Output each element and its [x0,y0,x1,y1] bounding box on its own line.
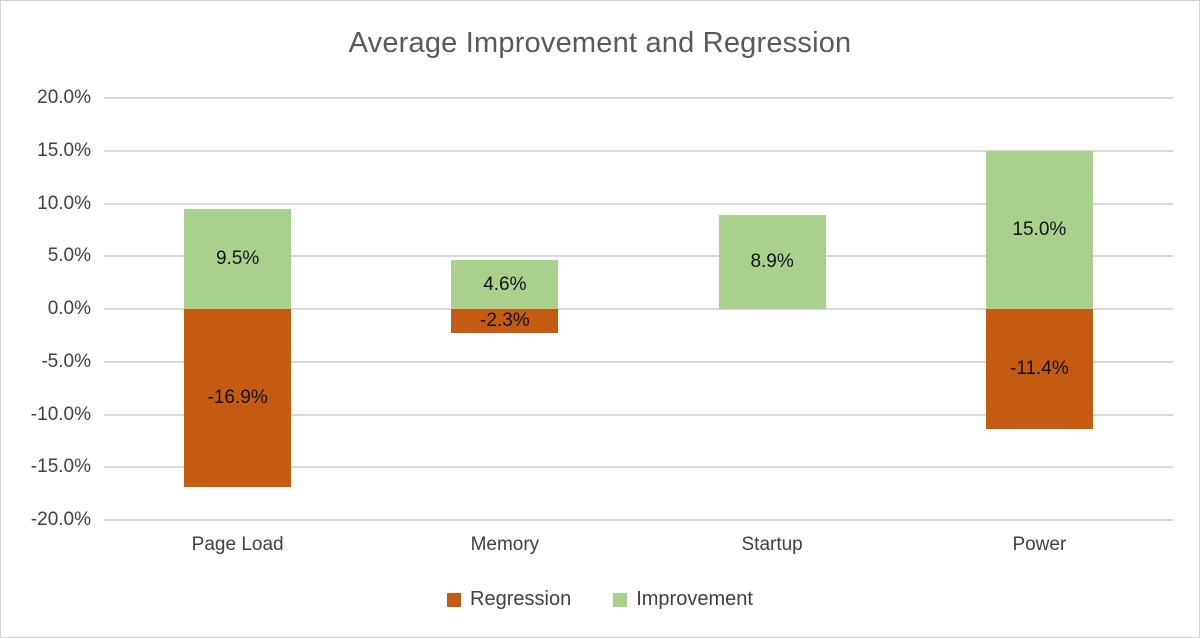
gridline [104,97,1173,99]
category-label-memory: Memory [470,534,540,555]
gridline [104,255,1173,258]
gridline [104,413,1173,416]
y-tick-label: -10.0% [30,403,91,425]
legend-item-improvement: Improvement [613,588,753,611]
bar-regression-page-load: -16.9% [184,309,292,488]
chart-title: Average Improvement and Regression [348,27,852,59]
legend-swatch-icon [613,592,628,607]
legend-label: Regression [470,588,572,610]
category-label-startup: Startup [741,534,803,555]
data-label: -2.3% [480,310,530,332]
gridline [104,202,1173,205]
y-tick-label: 15.0% [37,139,91,161]
bar-improvement-startup: 8.9% [718,215,826,309]
bar-improvement-memory: 4.6% [451,260,559,309]
plot-area: -16.9% 9.5% -2.3% 4.6% 8.9% -11.4% 15.0% [104,97,1173,521]
category-label-power: Power [1012,534,1067,555]
bar-regression-memory: -2.3% [451,309,559,334]
y-tick-label: -5.0% [41,350,91,372]
y-tick-label: 10.0% [37,192,91,214]
gridline [104,519,1173,521]
y-tick-label: -15.0% [30,456,91,478]
gridline [104,149,1173,152]
bar-improvement-power: 15.0% [985,150,1093,309]
gridline [104,308,1173,310]
bar-improvement-page-load: 9.5% [184,208,292,309]
gridline [104,466,1173,469]
legend: Regression Improvement [1,588,1199,611]
legend-item-regression: Regression [447,588,571,611]
legend-swatch-icon [447,592,462,607]
data-label: -16.9% [207,387,268,409]
y-tick-label: 0.0% [47,298,91,319]
y-tick-label: -20.0% [30,509,91,530]
bar-regression-power: -11.4% [985,309,1093,430]
category-label-page-load: Page Load [191,534,284,555]
data-label: 8.9% [750,251,794,273]
legend-label: Improvement [636,588,753,610]
data-label: -11.4% [1009,358,1069,380]
data-label: 4.6% [483,273,527,295]
data-label: 9.5% [215,247,260,269]
gridline [104,360,1173,363]
data-label: 15.0% [1012,218,1067,240]
y-tick-label: 20.0% [37,87,91,108]
y-tick-label: 5.0% [47,245,91,267]
